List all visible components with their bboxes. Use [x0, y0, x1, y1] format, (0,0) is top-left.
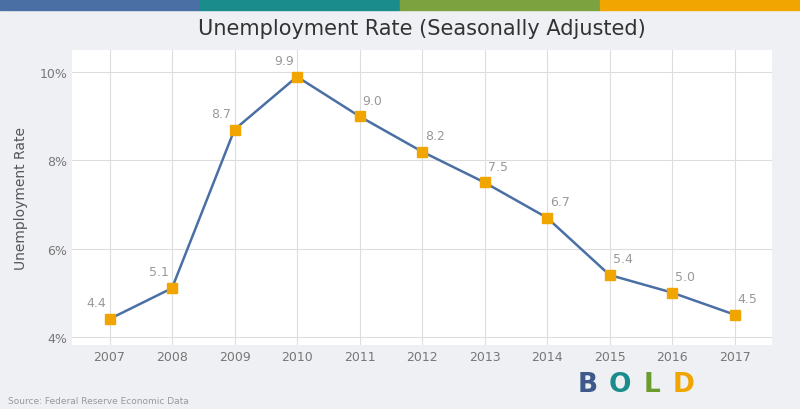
Text: 5.1: 5.1	[149, 266, 169, 279]
Text: D: D	[673, 371, 695, 397]
Text: 6.7: 6.7	[550, 196, 570, 209]
Text: 5.0: 5.0	[675, 270, 695, 283]
Text: 9.9: 9.9	[274, 55, 294, 68]
Title: Unemployment Rate (Seasonally Adjusted): Unemployment Rate (Seasonally Adjusted)	[198, 18, 646, 38]
Text: 5.4: 5.4	[613, 253, 633, 265]
Text: 4.5: 4.5	[738, 292, 758, 305]
Text: 9.0: 9.0	[362, 94, 382, 108]
Text: 8.2: 8.2	[425, 130, 445, 143]
Text: 4.4: 4.4	[86, 297, 106, 310]
Y-axis label: Unemployment Rate: Unemployment Rate	[14, 127, 28, 270]
Text: 7.5: 7.5	[488, 160, 508, 173]
Text: 8.7: 8.7	[211, 108, 231, 121]
Text: B: B	[578, 371, 598, 397]
Text: O: O	[609, 371, 631, 397]
Text: L: L	[644, 371, 660, 397]
Text: Source: Federal Reserve Economic Data: Source: Federal Reserve Economic Data	[8, 396, 189, 405]
